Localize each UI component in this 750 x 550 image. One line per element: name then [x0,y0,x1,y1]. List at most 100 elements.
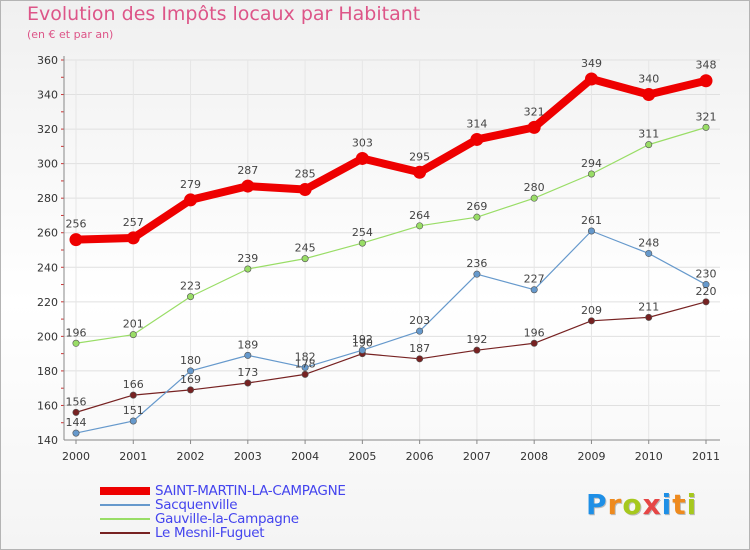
chart-subtitle: (en € et par an) [27,28,114,41]
data-label-gauville-la-campagne: 254 [352,226,373,239]
data-point-le-mesnil-fuguet [587,317,595,325]
data-label-saint-martin-la-campagne: 348 [696,59,717,72]
data-label-le-mesnil-fuguet: 173 [237,366,258,379]
y-tick-label: 160 [37,399,58,412]
data-label-gauville-la-campagne: 245 [295,242,316,255]
series-line-gauville-la-campagne [75,126,707,344]
data-label-le-mesnil-fuguet: 211 [638,300,659,313]
data-label-le-mesnil-fuguet: 190 [352,337,373,350]
data-point-le-mesnil-fuguet [72,408,80,416]
series-line-saint-martin-la-campagne [75,75,707,244]
data-point-sacquenville [129,417,137,425]
data-label-sacquenville: 180 [180,354,201,367]
data-point-sacquenville [645,249,653,257]
y-tick-label: 240 [37,261,58,274]
data-label-gauville-la-campagne: 201 [123,318,144,331]
y-tick-label: 220 [37,296,58,309]
data-point-saint-martin-la-campagne [126,231,140,245]
data-point-gauville-la-campagne [416,222,424,230]
x-tick-label: 2010 [635,450,663,463]
grid-lines [64,59,720,440]
data-point-saint-martin-la-campagne [69,233,83,247]
y-tick-label: 140 [37,434,58,447]
data-point-le-mesnil-fuguet [416,355,424,363]
y-tick-label: 260 [37,227,58,240]
data-label-gauville-la-campagne: 294 [581,157,602,170]
data-point-sacquenville [530,286,538,294]
data-point-saint-martin-la-campagne [241,179,255,193]
data-point-sacquenville [187,367,195,375]
data-point-gauville-la-campagne [301,255,309,263]
y-tick-label: 180 [37,365,58,378]
x-tick-label: 2003 [234,450,262,463]
logo-letter: o [622,488,643,521]
chart-title: Evolution des Impôts locaux par Habitant [27,3,421,25]
data-label-le-mesnil-fuguet: 166 [123,378,144,391]
data-label-le-mesnil-fuguet: 192 [466,333,487,346]
data-label-le-mesnil-fuguet: 196 [524,326,545,339]
data-labels: 256 257 279 287 285 303 295 314 321 349 340 348 144 1… [66,57,717,429]
logo-letter: t [672,488,687,521]
data-label-saint-martin-la-campagne: 314 [466,117,487,130]
data-point-sacquenville [244,351,252,359]
data-point-sacquenville [416,327,424,335]
data-label-gauville-la-campagne: 311 [638,128,659,141]
data-label-gauville-la-campagne: 223 [180,280,201,293]
data-label-le-mesnil-fuguet: 156 [66,395,87,408]
legend-swatch [100,487,150,495]
data-point-le-mesnil-fuguet [187,386,195,394]
logo-letter: r [607,488,623,521]
data-point-saint-martin-la-campagne [298,183,312,197]
data-point-le-mesnil-fuguet [244,379,252,387]
legend-label: Gauville-la-Campagne [155,511,299,527]
data-point-gauville-la-campagne [72,339,80,347]
data-point-gauville-la-campagne [244,265,252,273]
data-point-saint-martin-la-campagne [413,165,427,179]
data-point-gauville-la-campagne [473,213,481,221]
legend-swatch [100,504,150,506]
data-label-sacquenville: 144 [66,416,87,429]
data-point-gauville-la-campagne [358,239,366,247]
y-tick-label: 280 [37,192,58,205]
y-tick-label: 340 [37,89,58,102]
x-tick-label: 2011 [692,450,720,463]
data-label-le-mesnil-fuguet: 209 [581,304,602,317]
x-tick-label: 2008 [520,450,548,463]
x-tick-label: 2006 [406,450,434,463]
data-point-saint-martin-la-campagne [470,132,484,146]
x-tick-label: 2009 [577,450,605,463]
data-label-sacquenville: 227 [524,273,545,286]
data-point-saint-martin-la-campagne [699,74,713,88]
data-label-le-mesnil-fuguet: 178 [295,357,316,370]
data-point-gauville-la-campagne [587,170,595,178]
data-point-le-mesnil-fuguet [473,346,481,354]
y-tick-label: 360 [37,54,58,67]
data-point-sacquenville [301,363,309,371]
data-point-le-mesnil-fuguet [301,370,309,378]
data-point-gauville-la-campagne [129,331,137,339]
data-label-gauville-la-campagne: 321 [696,110,717,123]
legend-swatch [100,518,150,520]
x-tick-label: 2001 [119,450,147,463]
x-tick-label: 2005 [348,450,376,463]
data-label-le-mesnil-fuguet: 169 [180,373,201,386]
data-label-gauville-la-campagne: 280 [524,181,545,194]
data-point-saint-martin-la-campagne [355,151,369,165]
x-tick-label: 2000 [62,450,90,463]
x-tick-label: 2004 [291,450,319,463]
data-label-saint-martin-la-campagne: 295 [409,150,430,163]
logo-letter: i [661,488,673,521]
data-point-le-mesnil-fuguet [129,391,137,399]
data-label-saint-martin-la-campagne: 279 [180,178,201,191]
data-point-gauville-la-campagne [187,293,195,301]
data-point-sacquenville [587,227,595,235]
data-point-le-mesnil-fuguet [702,298,710,306]
data-label-sacquenville: 230 [696,268,717,281]
data-label-saint-martin-la-campagne: 257 [123,216,144,229]
series-line-le-mesnil-fuguet [75,301,707,413]
y-tick-label: 300 [37,158,58,171]
data-label-sacquenville: 248 [638,236,659,249]
data-point-saint-martin-la-campagne [527,120,541,134]
data-label-sacquenville: 236 [466,257,487,270]
